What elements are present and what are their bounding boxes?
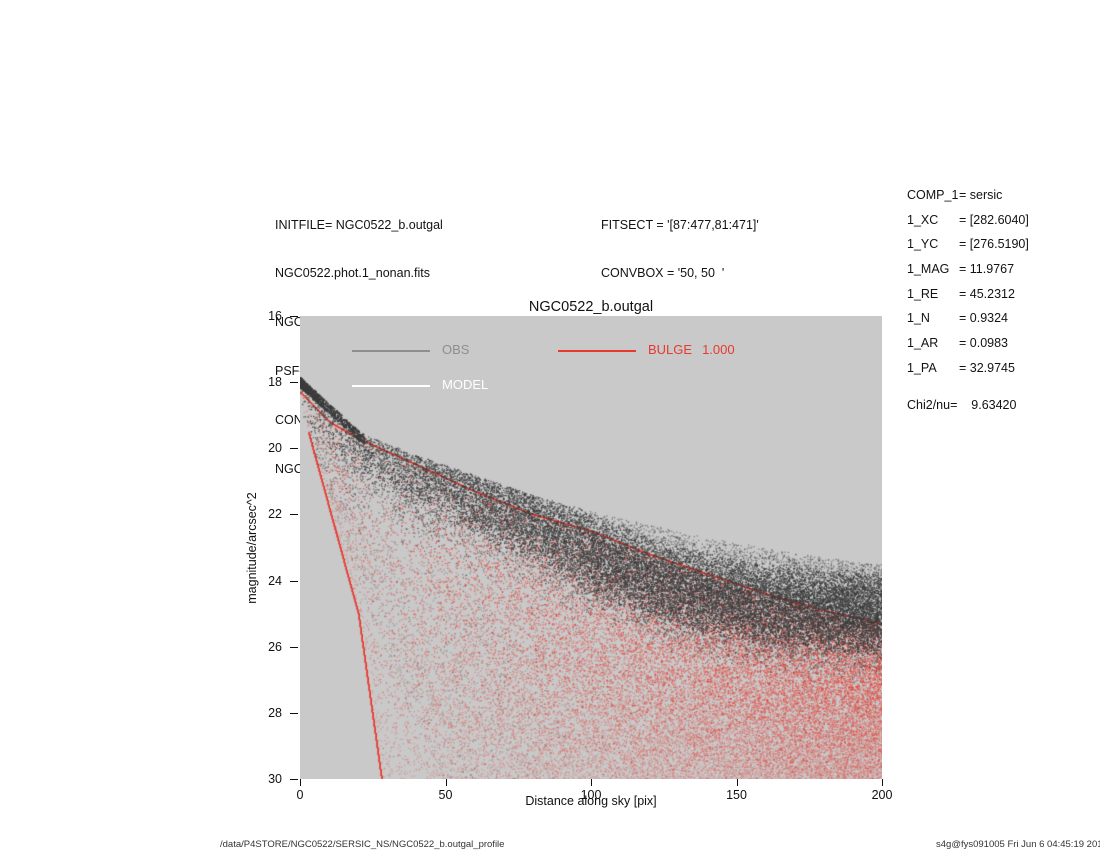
legend-label-model: MODEL <box>442 377 489 392</box>
fit-parameters-column: COMP_1= sersic 1_XC = [282.6040] 1_YC = [2… <box>907 188 1029 412</box>
x-axis: 0 50 100 150 200 <box>296 779 892 819</box>
plot-title: NGC0522_b.outgal <box>528 299 654 315</box>
param-value: = 32.9745 <box>959 360 1015 375</box>
param-row: COMP_1= sersic <box>907 188 1029 213</box>
param-row: 1_XC = [282.6040] <box>907 213 1029 238</box>
legend-bulge-name: BULGE <box>648 342 693 357</box>
y-axis-tick-label: 28 <box>268 705 282 720</box>
y-axis-label: magnitude/arcsec^2 <box>245 492 259 604</box>
y-axis-tick-mark <box>290 646 298 648</box>
y-axis-tick-label: 24 <box>268 573 282 588</box>
plot-legend: OBS MODEL BULGE 1.000 <box>300 316 882 416</box>
param-row: 1_YC = [276.5190] <box>907 237 1029 262</box>
x-axis-tick-label: 100 <box>580 788 602 802</box>
y-axis: 16 18 20 22 24 26 28 30 <box>0 309 298 786</box>
x-axis-tick-mark <box>882 779 883 786</box>
y-axis-tick-mark <box>290 779 298 780</box>
chi-squared-value: Chi2/nu= 9.63420 <box>907 397 1017 412</box>
param-key: 1_MAG <box>907 262 950 277</box>
y-axis-tick-label: 20 <box>268 441 282 456</box>
y-axis-tick-mark <box>290 514 298 516</box>
y-axis-tick-label: 26 <box>268 639 282 654</box>
scatter-plot-canvas <box>300 316 882 779</box>
x-axis-tick-label: 150 <box>726 788 747 802</box>
param-value: = [282.6040] <box>959 212 1029 227</box>
param-value: = 45.2312 <box>959 286 1015 301</box>
legend-bulge-value: 1.000 <box>702 342 735 357</box>
param-row: 1_RE = 45.2312 <box>907 287 1029 312</box>
x-axis-tick-mark <box>300 779 301 786</box>
param-value: = 0.0983 <box>959 336 1009 351</box>
x-axis-label: Distance along sky [pix] <box>525 794 657 808</box>
x-axis-tick-label: 200 <box>871 788 893 802</box>
param-key: 1_PA <box>907 360 937 375</box>
y-axis-tick-mark <box>290 382 298 384</box>
x-axis-tick-mark <box>445 779 447 786</box>
header-middle-line: FITSECT = '[87:477,81:471]' <box>601 217 759 232</box>
legend-swatch-model <box>352 385 430 387</box>
x-axis-tick-mark <box>736 779 738 786</box>
y-axis-tick-mark <box>290 316 298 317</box>
y-axis-tick-label: 16 <box>268 309 282 323</box>
legend-label-bulge: BULGE 1.000 <box>648 342 735 357</box>
param-row: 1_PA = 32.9745 <box>907 361 1029 386</box>
param-value: = 11.9767 <box>959 262 1015 277</box>
param-row: 1_AR = 0.0983 <box>907 336 1029 361</box>
x-axis-tick-label: 0 <box>296 788 304 802</box>
y-axis-tick-mark <box>290 448 298 450</box>
footer-path: /data/P4STORE/NGC0522/SERSIC_NS/NGC0522_… <box>220 839 505 850</box>
param-row: 1_N = 0.9324 <box>907 311 1029 336</box>
legend-swatch-obs <box>352 350 430 352</box>
param-value: = sersic <box>959 188 1003 202</box>
x-axis-tick-mark <box>591 779 592 786</box>
param-key: 1_N <box>907 311 930 326</box>
y-axis-tick-mark <box>290 712 298 714</box>
param-key: 1_XC <box>907 212 939 227</box>
header-left-line: INITFILE= NGC0522_b.outgal <box>275 217 443 232</box>
param-value: = 0.9324 <box>959 311 1009 326</box>
param-value: = [276.5190] <box>959 237 1029 252</box>
legend-label-obs: OBS <box>442 342 470 357</box>
plot-area: OBS MODEL BULGE 1.000 <box>300 316 882 779</box>
param-key: COMP_1 <box>907 188 959 202</box>
y-axis-tick-mark <box>290 580 298 582</box>
y-axis-tick-label: 18 <box>268 375 282 390</box>
param-row: 1_MAG = 11.9767 <box>907 262 1029 287</box>
param-key: 1_YC <box>907 237 939 252</box>
y-axis-tick-label: 22 <box>268 507 282 522</box>
header-middle-line: CONVBOX = '50, 50 ' <box>601 266 725 281</box>
x-axis-tick-label: 50 <box>438 788 453 802</box>
header-left-line: NGC0522.phot.1_nonan.fits <box>275 266 430 281</box>
legend-swatch-bulge <box>558 350 636 352</box>
footer-timestamp: s4g@fys091005 Fri Jun 6 04:45:19 2014 <box>936 839 1100 850</box>
param-key: 1_AR <box>907 336 939 351</box>
param-key: 1_RE <box>907 286 939 301</box>
y-axis-tick-label: 30 <box>268 772 282 786</box>
